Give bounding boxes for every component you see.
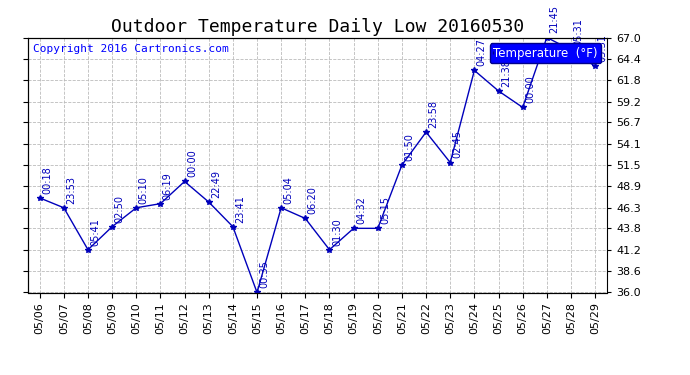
Text: 23:53: 23:53 xyxy=(66,176,76,204)
Text: 05:15: 05:15 xyxy=(380,196,390,224)
Title: Outdoor Temperature Daily Low 20160530: Outdoor Temperature Daily Low 20160530 xyxy=(111,18,524,36)
Legend: Temperature  (°F): Temperature (°F) xyxy=(490,44,601,63)
Text: Copyright 2016 Cartronics.com: Copyright 2016 Cartronics.com xyxy=(33,44,229,54)
Text: 02:45: 02:45 xyxy=(453,130,462,158)
Text: 05:04: 05:04 xyxy=(284,176,293,204)
Text: 04:27: 04:27 xyxy=(477,38,486,66)
Text: 00:00: 00:00 xyxy=(187,150,197,177)
Text: 06:20: 06:20 xyxy=(308,186,317,214)
Text: 00:00: 00:00 xyxy=(525,75,535,103)
Text: 05:31: 05:31 xyxy=(598,34,607,62)
Text: 23:58: 23:58 xyxy=(428,100,438,128)
Text: 00:35: 00:35 xyxy=(259,261,269,288)
Text: 04:32: 04:32 xyxy=(356,196,366,224)
Text: 05:10: 05:10 xyxy=(139,176,148,204)
Text: 00:18: 00:18 xyxy=(42,166,52,194)
Text: 21:38: 21:38 xyxy=(501,59,511,87)
Text: 06:19: 06:19 xyxy=(163,172,172,200)
Text: 21:45: 21:45 xyxy=(549,5,559,33)
Text: 05:31: 05:31 xyxy=(573,18,583,46)
Text: 02:50: 02:50 xyxy=(115,195,124,223)
Text: 22:49: 22:49 xyxy=(211,170,221,198)
Text: 05:41: 05:41 xyxy=(90,218,100,246)
Text: 01:50: 01:50 xyxy=(404,133,414,161)
Text: 01:30: 01:30 xyxy=(332,218,342,246)
Text: 23:41: 23:41 xyxy=(235,195,245,223)
